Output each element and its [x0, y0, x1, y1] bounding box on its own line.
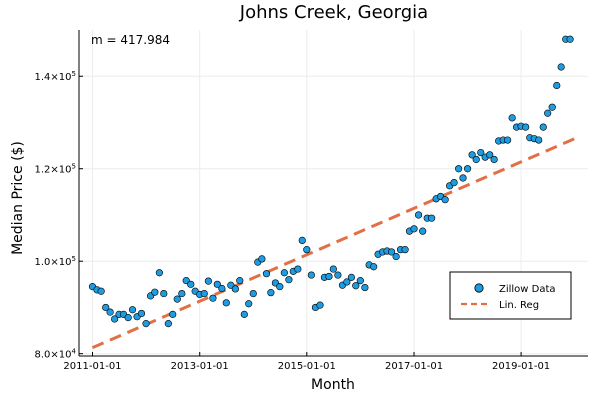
data-point — [298, 236, 306, 244]
data-point — [486, 151, 494, 159]
x-tick-label: 2011-01-01 — [63, 361, 121, 372]
x-tick-label: 2019-01-01 — [492, 361, 550, 372]
data-point — [553, 81, 561, 90]
data-point — [222, 299, 230, 307]
data-point — [245, 300, 253, 308]
grid — [79, 30, 588, 356]
data-point — [544, 109, 552, 117]
data-point — [285, 276, 293, 284]
data-point — [173, 295, 181, 303]
data-point — [316, 301, 324, 309]
data-point — [387, 248, 396, 256]
x-axis-label: Month — [311, 377, 355, 393]
data-point — [155, 269, 163, 277]
legend-label-zillow: Zillow Data — [499, 284, 556, 295]
data-point — [151, 288, 159, 296]
data-point — [352, 282, 360, 290]
legend-label-linreg: Lin. Reg — [499, 300, 539, 311]
data-point — [249, 289, 257, 298]
data-point — [178, 289, 186, 298]
y-axis-label: Median Price ($) — [10, 141, 26, 255]
data-point — [508, 114, 516, 122]
data-point — [303, 246, 311, 254]
data-point — [124, 314, 132, 322]
data-point — [428, 214, 436, 222]
data-point — [267, 289, 275, 297]
data-point — [325, 272, 333, 281]
data-point — [535, 136, 543, 144]
data-point — [522, 123, 530, 131]
data-point — [204, 277, 212, 285]
data-point — [539, 123, 547, 131]
plot-area — [88, 35, 576, 350]
data-point — [164, 320, 172, 328]
data-point — [490, 155, 498, 164]
data-point — [200, 289, 208, 298]
y-tick-label: 1.4×105 — [35, 70, 76, 83]
data-point — [231, 285, 239, 293]
data-point — [450, 178, 458, 187]
data-point — [566, 35, 574, 43]
data-point — [187, 280, 195, 288]
data-point — [209, 294, 217, 302]
chart-title: Johns Creek, Georgia — [239, 2, 428, 23]
legend-marker-scatter — [474, 283, 484, 293]
data-point — [419, 227, 427, 235]
data-point — [294, 265, 302, 273]
data-point — [111, 315, 119, 323]
y-tick-label: 1.0×105 — [35, 255, 76, 268]
ticks: 2011-01-01 2013-01-01 2015-01-01 2017-01-01… — [35, 70, 551, 372]
data-point — [329, 265, 337, 273]
data-point — [459, 174, 467, 182]
y-tick-label: 8.0×104 — [35, 348, 77, 361]
data-point — [504, 136, 512, 144]
y-tick-label: 1.2×105 — [35, 163, 76, 176]
data-point — [356, 277, 364, 285]
data-point — [307, 271, 315, 279]
data-point — [262, 270, 271, 278]
data-point — [106, 308, 114, 316]
data-point — [334, 271, 342, 279]
slope-annotation: m = 417.984 — [91, 33, 170, 47]
data-point — [142, 320, 150, 328]
data-point — [557, 63, 565, 71]
data-point — [468, 151, 476, 159]
data-point — [455, 165, 463, 173]
data-point — [218, 284, 226, 293]
data-point — [463, 165, 472, 173]
data-point — [343, 278, 351, 286]
legend: Zillow Data Lin. Reg — [449, 271, 572, 320]
axes — [78, 30, 588, 357]
legend-box — [449, 271, 572, 320]
data-point — [276, 283, 284, 291]
data-point — [370, 263, 378, 271]
x-tick-label: 2015-01-01 — [278, 361, 336, 372]
data-point — [392, 252, 400, 261]
data-point — [213, 280, 221, 288]
data-point — [128, 306, 137, 314]
data-point — [410, 225, 418, 233]
data-point — [347, 273, 355, 281]
data-point — [414, 211, 423, 219]
x-tick-label: 2017-01-01 — [385, 361, 443, 372]
data-point — [477, 148, 485, 157]
data-point — [160, 289, 168, 298]
data-point — [240, 310, 248, 318]
data-point — [236, 277, 244, 285]
data-point — [472, 155, 480, 164]
data-point — [401, 246, 409, 254]
data-point — [258, 255, 266, 263]
data-point — [169, 310, 177, 318]
data-point — [361, 283, 369, 292]
data-point — [280, 269, 288, 277]
data-point — [441, 196, 449, 204]
data-point — [548, 103, 556, 111]
data-point — [102, 303, 110, 312]
x-tick-label: 2013-01-01 — [171, 361, 229, 372]
data-point — [137, 309, 146, 318]
data-point — [97, 287, 105, 295]
